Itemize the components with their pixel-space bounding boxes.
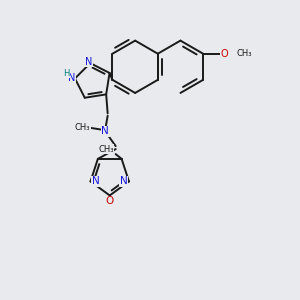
Text: CH₃: CH₃ (98, 145, 114, 154)
Text: N: N (68, 74, 76, 83)
Text: CH₃: CH₃ (75, 123, 90, 132)
Text: O: O (220, 49, 228, 59)
Text: N: N (120, 176, 128, 187)
Text: N: N (85, 57, 92, 67)
Text: H: H (63, 69, 70, 78)
Text: CH₃: CH₃ (236, 49, 252, 58)
Text: N: N (101, 126, 109, 136)
Text: N: N (92, 176, 100, 187)
Text: O: O (106, 196, 114, 206)
